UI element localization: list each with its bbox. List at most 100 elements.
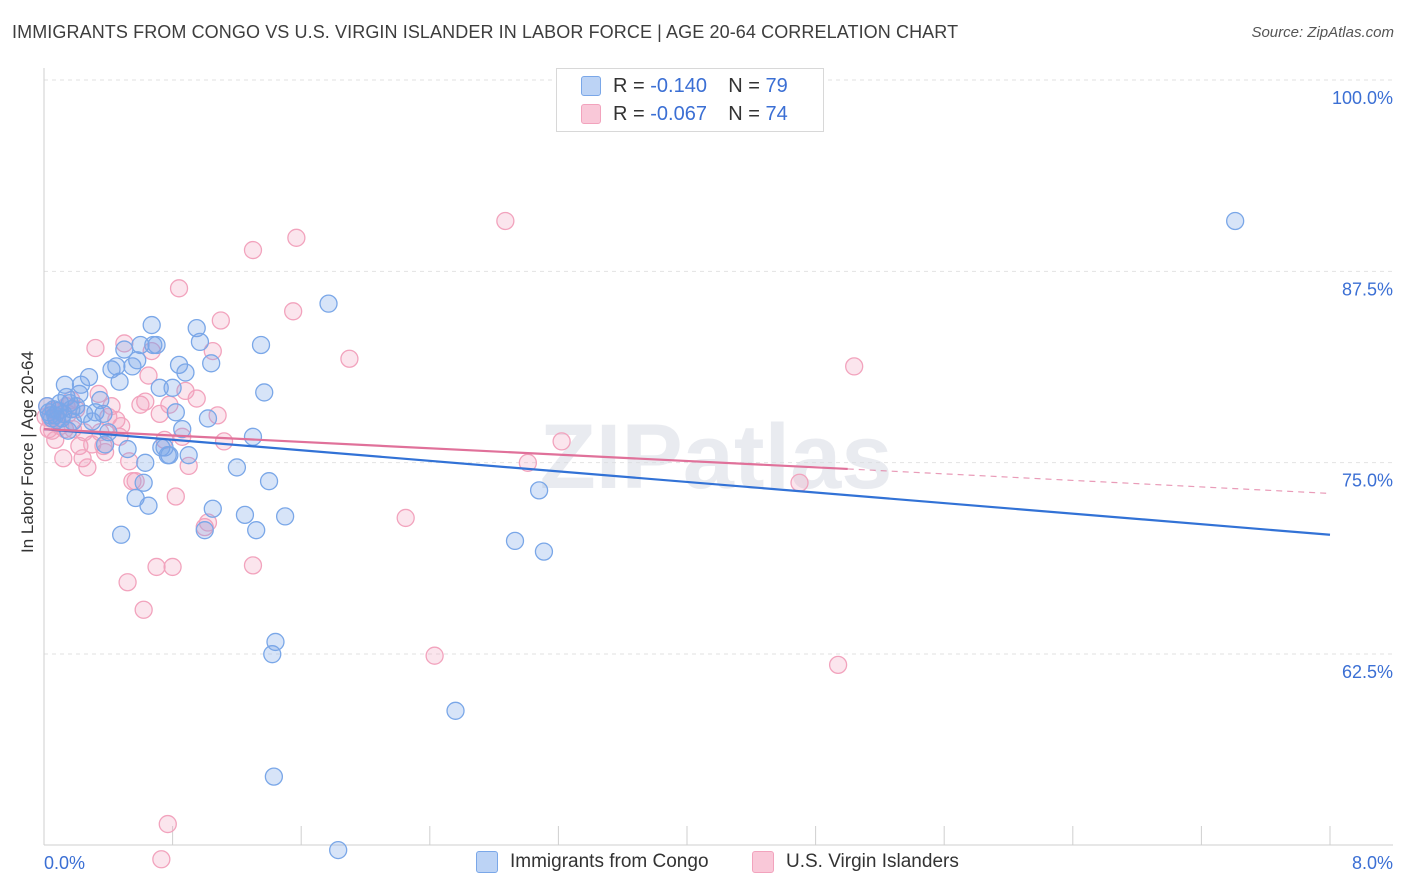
data-point-virgin-islanders — [169, 279, 189, 298]
data-point-virgin-islanders — [152, 850, 171, 869]
data-point-congo — [142, 315, 161, 335]
data-point-virgin-islanders — [243, 240, 263, 260]
data-point-congo — [190, 332, 210, 352]
data-point-virgin-islanders — [211, 311, 230, 330]
data-point-congo — [259, 472, 279, 491]
data-point-congo — [79, 367, 99, 387]
data-point-congo — [251, 335, 271, 355]
data-point-congo — [243, 427, 263, 446]
trend-line-virgin-islanders — [43, 428, 848, 471]
legend-n-value: 79 — [765, 74, 788, 97]
data-point-virgin-islanders — [115, 334, 134, 353]
data-point-congo — [110, 372, 129, 391]
data-point-virgin-islanders — [287, 228, 306, 247]
series-congo-points — [38, 211, 1245, 860]
y-tick-label: 100.0% — [1332, 88, 1393, 108]
data-point-congo — [227, 458, 247, 477]
data-point-congo — [329, 840, 348, 860]
data-point-congo — [534, 542, 554, 561]
data-point-virgin-islanders — [118, 573, 137, 592]
data-point-congo — [195, 521, 214, 540]
trend-lines — [43, 428, 1331, 536]
data-point-congo — [94, 404, 113, 423]
data-point-virgin-islanders — [147, 557, 166, 577]
data-point-virgin-islanders — [89, 384, 108, 404]
data-point-virgin-islanders — [243, 556, 263, 575]
data-point-virgin-islanders — [150, 404, 169, 423]
data-point-virgin-islanders — [179, 456, 198, 476]
x-tick-label: 0.0% — [44, 853, 85, 873]
legend-r-label: R = — [613, 102, 645, 125]
data-point-congo — [247, 521, 266, 540]
data-point-virgin-islanders — [86, 338, 105, 358]
data-point-congo — [275, 507, 295, 526]
data-point-virgin-islanders — [340, 349, 359, 368]
legend-n-value: 74 — [765, 102, 788, 125]
data-point-congo — [128, 351, 147, 370]
data-point-congo — [60, 393, 79, 413]
data-point-congo — [529, 481, 549, 500]
data-point-congo — [235, 505, 255, 525]
data-point-virgin-islanders — [166, 487, 185, 506]
data-point-virgin-islanders — [187, 389, 206, 408]
correlation-legend: R = -0.140 N = 79 R = -0.067 N = 74 — [556, 68, 824, 132]
data-point-congo — [118, 439, 137, 459]
data-point-congo — [70, 384, 89, 404]
data-point-virgin-islanders — [73, 449, 92, 468]
data-point-virgin-islanders — [284, 302, 303, 321]
legend-item-virgin-islanders: U.S. Virgin Islanders — [752, 851, 959, 873]
data-point-virgin-islanders — [790, 473, 809, 492]
data-point-virgin-islanders — [158, 814, 177, 834]
data-point-congo — [255, 383, 274, 402]
series-virgin-islanders-points — [36, 211, 864, 869]
data-point-virgin-islanders — [78, 458, 97, 477]
legend-row-congo: R = -0.140 N = 79 — [581, 74, 788, 98]
legend-n-label: N = — [728, 74, 760, 97]
axes — [43, 68, 1393, 846]
data-point-congo — [166, 403, 185, 422]
data-point-virgin-islanders — [163, 557, 182, 577]
data-point-congo — [319, 294, 338, 313]
y-tick-label: 62.5% — [1342, 662, 1393, 682]
data-point-virgin-islanders — [131, 395, 150, 414]
data-point-congo — [264, 767, 284, 786]
data-point-congo — [107, 357, 126, 376]
data-point-virgin-islanders — [396, 508, 415, 528]
legend-swatch-congo — [476, 851, 498, 873]
legend-r-value: -0.140 — [650, 74, 707, 97]
data-point-congo — [1226, 211, 1245, 231]
data-point-congo — [147, 335, 166, 355]
legend-r-label: R = — [613, 74, 645, 97]
data-point-congo — [123, 357, 142, 376]
trend-line-congo — [43, 428, 1331, 536]
legend-label-virgin-islanders: U.S. Virgin Islanders — [786, 851, 959, 872]
y-tick-label: 87.5% — [1342, 279, 1393, 299]
data-point-congo — [41, 406, 60, 425]
data-point-virgin-islanders — [828, 655, 848, 675]
data-point-virgin-islanders — [54, 449, 73, 468]
data-point-virgin-islanders — [142, 341, 161, 361]
data-point-congo — [179, 446, 198, 465]
data-point-congo — [202, 354, 221, 373]
source-label: Source: ZipAtlas.com — [1251, 24, 1394, 41]
data-point-congo — [139, 496, 158, 515]
legend-swatch-virgin-islanders — [752, 851, 774, 873]
y-tick-label: 75.0% — [1342, 471, 1393, 491]
data-point-virgin-islanders — [95, 442, 115, 462]
data-point-congo — [266, 632, 285, 652]
data-point-virgin-islanders — [136, 392, 155, 411]
data-point-virgin-islanders — [214, 432, 234, 451]
legend-swatch-congo — [581, 76, 601, 96]
x-tick-label: 8.0% — [1352, 853, 1393, 873]
tick-labels: 100.0% 87.5% 75.0% 62.5% 0.0% 8.0% — [44, 88, 1393, 873]
data-point-congo — [150, 378, 169, 397]
legend-row-virgin-islanders: R = -0.067 N = 74 — [581, 102, 788, 126]
legend-swatch-virgin-islanders — [581, 104, 601, 124]
data-point-congo — [187, 318, 206, 338]
series-legend: Immigrants from Congo U.S. Virgin Island… — [0, 851, 1406, 879]
y-axis-label: In Labor Force | Age 20-64 — [18, 351, 37, 553]
data-point-virgin-islanders — [552, 432, 571, 451]
trend-line-virgin-islanders-extrapolated — [847, 468, 1331, 495]
data-point-congo — [198, 409, 218, 428]
